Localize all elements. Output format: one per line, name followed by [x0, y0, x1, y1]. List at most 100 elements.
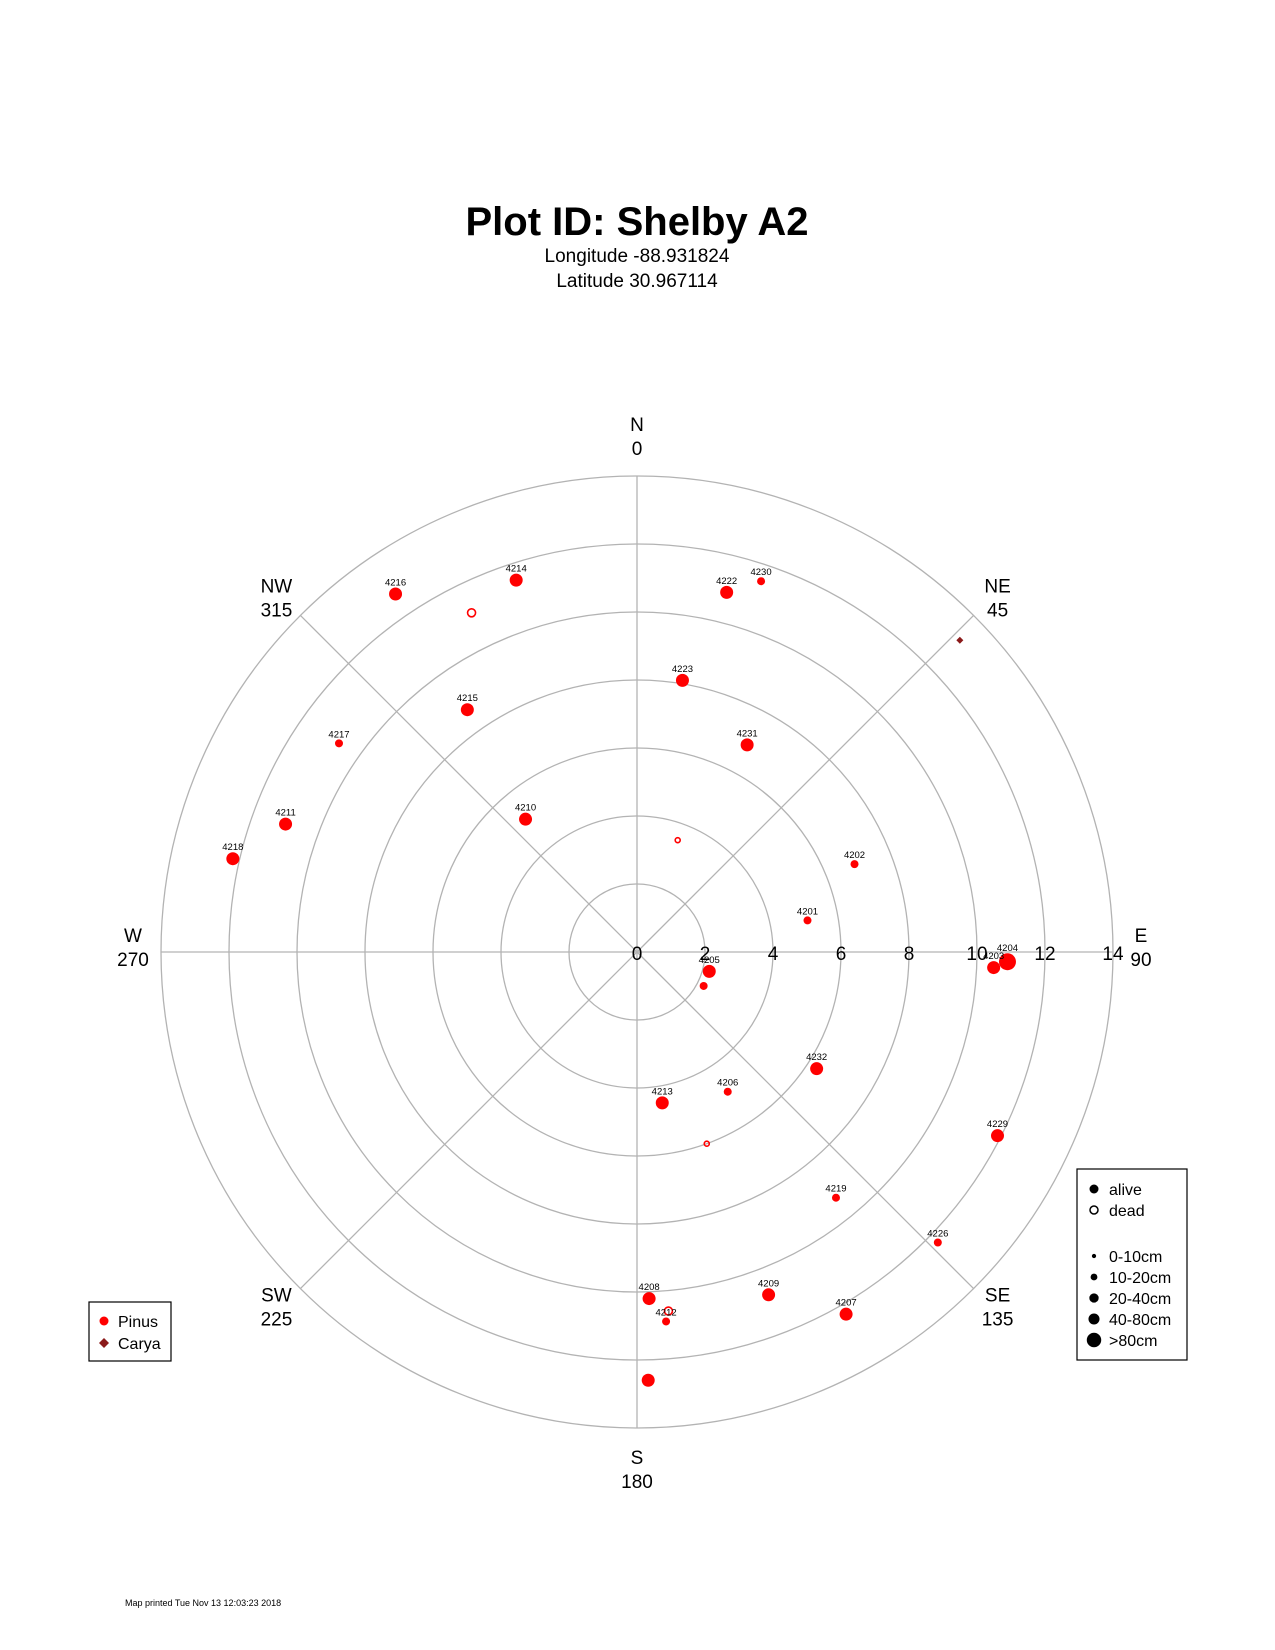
azimuth-label-180: 180 — [621, 1472, 653, 1493]
tree-point-4222 — [720, 585, 734, 599]
size-legend-label-3: 40-80cm — [1109, 1312, 1171, 1329]
tree-label-4215: 4215 — [457, 693, 478, 704]
radial-tick-2: 2 — [700, 944, 711, 965]
tree-point-4211 — [279, 817, 293, 831]
direction-label-nw: NW — [261, 576, 293, 597]
azimuth-label-45: 45 — [987, 600, 1008, 621]
carya-legend-marker — [99, 1338, 109, 1348]
azimuth-label-225: 225 — [261, 1310, 293, 1331]
tree-label-4216: 4216 — [385, 578, 406, 589]
tree-label-4219: 4219 — [825, 1184, 846, 1195]
tree-label-4202: 4202 — [844, 850, 865, 861]
tree-point-dead-15 — [703, 1140, 711, 1147]
status-legend: alive dead 0-10cm 10-20cm 20-40cm 40-80cm >8… — [1076, 1168, 1188, 1361]
grid-spoke-sw — [299, 951, 638, 1290]
radial-tick-10: 10 — [966, 944, 987, 965]
tree-point-unlabeled-24 — [641, 1373, 655, 1387]
radial-tick-labels: 0 2 4 6 8 10 12 14 — [632, 944, 1124, 965]
dead-legend-marker — [1089, 1205, 1099, 1215]
direction-label-se: SE — [985, 1286, 1010, 1307]
chart-title: Plot ID: Shelby A2 — [465, 200, 808, 244]
direction-label-s: S — [631, 1448, 644, 1469]
alive-legend-marker — [1089, 1184, 1099, 1194]
tree-label-4208: 4208 — [639, 1282, 660, 1293]
tree-label-4204: 4204 — [997, 943, 1018, 954]
tree-point-4219 — [831, 1193, 840, 1202]
radial-tick-0: 0 — [632, 944, 643, 965]
tree-point-4230 — [757, 577, 766, 586]
tree-point-4212 — [662, 1317, 671, 1326]
chart-subtitle-latitude: Latitude 30.967114 — [556, 271, 718, 292]
pinus-legend-marker — [99, 1316, 109, 1326]
grid-spoke-se — [636, 951, 975, 1290]
tree-point-4201 — [803, 916, 812, 925]
tree-label-4217: 4217 — [328, 729, 349, 740]
tree-label-4209: 4209 — [758, 1278, 779, 1289]
size-legend-marker-3 — [1088, 1313, 1100, 1325]
tree-label-4211: 4211 — [275, 808, 295, 819]
grid-spoke-ne — [636, 614, 975, 953]
status-legend-alive: alive — [1109, 1182, 1142, 1199]
tree-label-4226: 4226 — [927, 1229, 948, 1240]
chart-subtitle-longitude: Longitude -88.931824 — [545, 246, 730, 267]
size-legend-label-1: 10-20cm — [1109, 1270, 1171, 1287]
tree-label-4212: 4212 — [656, 1307, 677, 1318]
tree-point-4216 — [389, 587, 403, 601]
direction-labels: N 0 NE 45 E 90 SE 135 S 180 SW 225 W 270 NW 315 — [117, 415, 1151, 1493]
tree-label-4223: 4223 — [672, 664, 693, 675]
size-legend-label-4: >80cm — [1109, 1333, 1157, 1350]
azimuth-label-135: 135 — [982, 1310, 1014, 1331]
tree-point-4217 — [334, 739, 343, 748]
tree-point-4208 — [642, 1292, 656, 1306]
tree-point-4223 — [675, 673, 689, 687]
tree-label-4210: 4210 — [515, 803, 536, 814]
tree-label-4229: 4229 — [987, 1119, 1008, 1130]
tree-label-4207: 4207 — [836, 1298, 857, 1309]
species-legend-carya: Carya — [118, 1336, 161, 1353]
radial-tick-8: 8 — [904, 944, 915, 965]
tree-point-4231 — [740, 738, 754, 752]
size-legend-marker-4 — [1086, 1332, 1102, 1348]
species-legend-pinus: Pinus — [118, 1314, 158, 1331]
azimuth-label-90: 90 — [1130, 950, 1151, 971]
direction-label-sw: SW — [261, 1286, 292, 1307]
footer-print-date: Map printed Tue Nov 13 12:03:23 2018 — [125, 1598, 281, 1608]
direction-label-ne: NE — [984, 576, 1010, 597]
radial-tick-6: 6 — [836, 944, 847, 965]
status-legend-box — [1076, 1168, 1188, 1361]
tree-label-4203: 4203 — [983, 951, 1004, 962]
tree-label-4213: 4213 — [652, 1086, 673, 1097]
tree-label-4230: 4230 — [750, 567, 771, 578]
tree-point-4214 — [509, 573, 523, 587]
species-legend-box — [88, 1301, 172, 1362]
azimuth-label-315: 315 — [261, 600, 293, 621]
tree-label-4206: 4206 — [717, 1078, 738, 1089]
radial-tick-4: 4 — [768, 944, 779, 965]
tree-point-4205 — [702, 964, 716, 978]
size-legend-label-2: 20-40cm — [1109, 1291, 1171, 1308]
tree-label-4201: 4201 — [797, 906, 818, 917]
size-legend-label-0: 0-10cm — [1109, 1249, 1162, 1266]
direction-label-w: W — [124, 926, 142, 947]
tree-label-4231: 4231 — [737, 728, 758, 739]
tree-point-4202 — [850, 860, 859, 869]
direction-label-e: E — [1135, 926, 1148, 947]
tree-points — [226, 573, 1016, 1387]
size-legend-marker-1 — [1090, 1273, 1098, 1281]
tree-label-4214: 4214 — [506, 564, 527, 575]
polar-grid — [160, 475, 1114, 1429]
tree-point-4204 — [998, 953, 1016, 971]
tree-point-4209 — [762, 1288, 776, 1302]
tree-point-4206 — [723, 1087, 732, 1096]
tree-point-4232 — [810, 1062, 824, 1076]
tree-point-carya-5 — [956, 636, 964, 644]
size-legend: 0-10cm 10-20cm 20-40cm 40-80cm >80cm — [1086, 1249, 1171, 1350]
tree-point-4226 — [933, 1238, 942, 1247]
tree-point-4207 — [839, 1307, 853, 1321]
tree-label-4218: 4218 — [222, 842, 243, 853]
species-legend: Pinus Carya — [88, 1301, 172, 1362]
tree-point-dead-28 — [466, 607, 477, 618]
azimuth-label-270: 270 — [117, 950, 149, 971]
